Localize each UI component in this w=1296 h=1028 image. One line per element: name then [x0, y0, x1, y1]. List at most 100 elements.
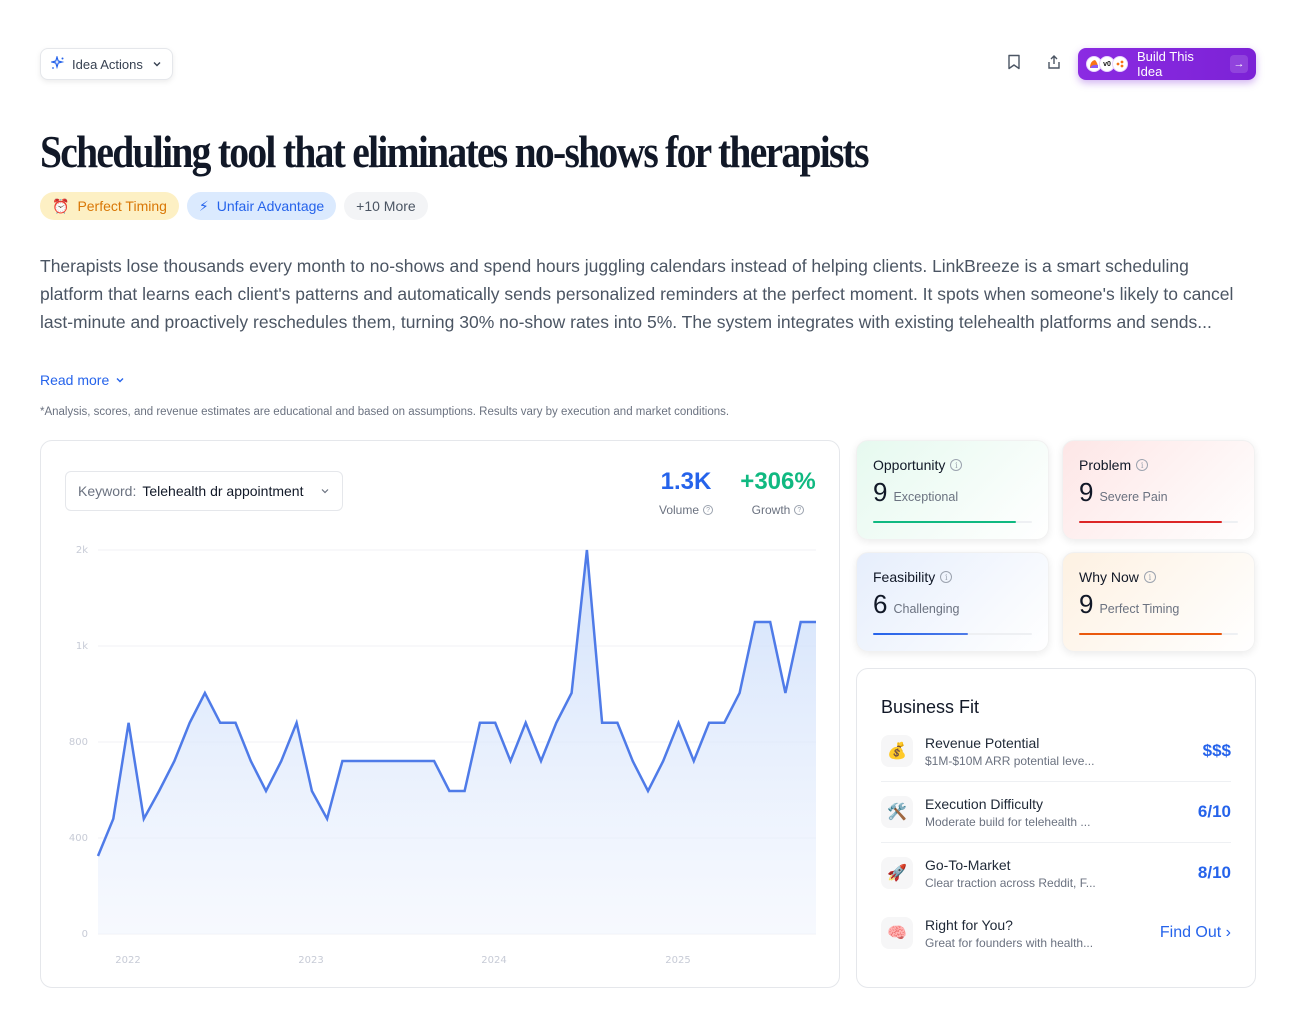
page-title: Scheduling tool that eliminates no-shows…: [40, 126, 870, 177]
score-label: Feasibility: [873, 569, 936, 585]
bookmark-button[interactable]: [1002, 52, 1026, 76]
build-label: Build This Idea: [1137, 49, 1194, 79]
score-bar: [873, 633, 1032, 635]
fit-value: 6/10: [1197, 802, 1231, 821]
score-desc: Severe Pain: [1099, 490, 1168, 504]
score-bar: [1079, 521, 1238, 523]
v0-logo-icon: v0: [1099, 56, 1115, 72]
y-axis-tick: 1k: [76, 641, 88, 652]
bookmark-icon: [1007, 54, 1021, 75]
keyword-select[interactable]: Keyword: Telehealth dr appointment: [65, 471, 343, 511]
x-axis-tick: 2022: [115, 955, 140, 966]
fit-value: $$$: [1202, 741, 1231, 760]
idea-description: Therapists lose thousands every month to…: [40, 256, 1234, 332]
idea-actions-label: Idea Actions: [72, 56, 143, 72]
fit-row-revenue-potential[interactable]: 💰 Revenue Potential $1M-$10M ARR potentia…: [881, 726, 1231, 776]
tag-label: Perfect Timing: [77, 198, 167, 214]
score-value: 9: [1079, 589, 1094, 619]
x-axis-tick: 2025: [665, 955, 690, 966]
fit-name: Execution Difficulty: [925, 795, 1044, 812]
score-desc: Exceptional: [893, 490, 959, 504]
info-icon[interactable]: i: [950, 459, 963, 471]
fit-value: 8/10: [1197, 863, 1231, 882]
fit-row-go-to-market[interactable]: 🚀 Go-To-Market Clear traction across Redd…: [881, 848, 1231, 898]
chevron-down-icon: [320, 483, 330, 499]
y-axis-tick: 800: [69, 737, 88, 748]
score-card-opportunity[interactable]: Opportunity i 9 Exceptional: [856, 440, 1049, 540]
tag-label: +10 More: [356, 198, 416, 214]
score-value: 9: [1079, 477, 1094, 507]
tag-label: Unfair Advantage: [216, 198, 325, 214]
tag-more-button[interactable]: +10 More: [344, 192, 428, 220]
lightning-icon: ⚡: [198, 197, 209, 214]
trend-chart-card: Keyword: Telehealth dr appointment 1.3K …: [40, 440, 840, 988]
arrow-right-icon: →: [1230, 55, 1248, 73]
score-desc: Challenging: [893, 602, 960, 616]
business-fit-card: Business Fit 💰 Revenue Potential $1M-$10M…: [856, 668, 1256, 988]
info-icon[interactable]: i: [940, 571, 953, 583]
fit-sub: Clear traction across Reddit, F...: [925, 875, 1096, 890]
fit-sub: Great for founders with health...: [925, 935, 1094, 950]
fit-row-execution-difficulty[interactable]: 🛠️ Execution Difficulty Moderate build fo…: [881, 787, 1231, 837]
keyword-label: Keyword:: [78, 483, 137, 499]
build-this-idea-button[interactable]: v0 Build This Idea →: [1078, 48, 1256, 80]
score-value: 9: [873, 477, 888, 507]
score-value: 6: [873, 589, 888, 619]
y-axis-tick: 400: [69, 833, 88, 844]
help-icon[interactable]: ?: [794, 505, 805, 515]
fit-sub: Moderate build for telehealth ...: [925, 814, 1091, 829]
x-axis-tick: 2024: [481, 955, 506, 966]
fit-name: Revenue Potential: [925, 734, 1040, 751]
score-card-why-now[interactable]: Why Now i 9 Perfect Timing: [1062, 552, 1255, 652]
read-more-link[interactable]: Read more: [40, 372, 125, 388]
tag-perfect-timing[interactable]: ⏰ Perfect Timing: [40, 192, 179, 220]
growth-label: Growth: [751, 503, 791, 517]
keyword-value: Telehealth dr appointment: [142, 483, 304, 499]
score-card-problem[interactable]: Problem i 9 Severe Pain: [1062, 440, 1255, 540]
alarm-clock-icon: ⏰: [52, 197, 70, 214]
read-more-label: Read more: [40, 372, 110, 388]
help-icon[interactable]: ?: [703, 505, 714, 515]
rocket-icon: 🚀: [881, 857, 913, 889]
find-out-link[interactable]: Find Out ›: [1159, 924, 1231, 941]
brain-icon: 🧠: [881, 917, 913, 949]
fit-name: Go-To-Market: [925, 856, 1011, 873]
disclaimer: *Analysis, scores, and revenue estimates…: [40, 406, 730, 418]
fit-name: Right for You?: [925, 916, 1013, 933]
chevron-down-icon: [152, 57, 162, 72]
y-axis-tick: 2k: [76, 545, 88, 556]
score-label: Opportunity: [873, 457, 946, 473]
share-icon: [1046, 54, 1062, 75]
score-label: Why Now: [1079, 569, 1139, 585]
growth-value: +306%: [740, 468, 816, 495]
idea-actions-dropdown[interactable]: Idea Actions: [40, 48, 173, 80]
volume-value: 1.3K: [660, 468, 712, 495]
fit-sub: $1M-$10M ARR potential leve...: [925, 753, 1095, 768]
fit-row-right-for-you[interactable]: 🧠 Right for You? Great for founders with …: [881, 908, 1231, 958]
volume-label: Volume: [658, 503, 700, 517]
x-axis-tick: 2023: [298, 955, 323, 966]
score-desc: Perfect Timing: [1099, 602, 1180, 616]
tag-unfair-advantage[interactable]: ⚡ Unfair Advantage: [186, 192, 337, 220]
business-fit-title: Business Fit: [881, 697, 980, 717]
chevron-down-icon: [115, 372, 125, 388]
score-bar: [1079, 633, 1238, 635]
money-bag-icon: 💰: [881, 735, 913, 767]
score-bar: [873, 521, 1032, 523]
tag-list: ⏰ Perfect Timing ⚡ Unfair Advantage +10 …: [40, 192, 428, 220]
y-axis-tick: 0: [82, 929, 88, 940]
score-card-feasibility[interactable]: Feasibility i 6 Challenging: [856, 552, 1049, 652]
info-icon[interactable]: i: [1143, 571, 1156, 583]
info-icon[interactable]: i: [1136, 459, 1149, 471]
toolbar: Idea Actions v0 Build This Idea →: [40, 48, 1256, 80]
volume-stat: 1.3K Volume?: [649, 467, 723, 517]
search-volume-chart[interactable]: 0 400 800 1k 2k 2022 2023 2024 2025: [41, 441, 841, 989]
sparkles-icon: [49, 54, 65, 73]
builder-logo-icon: [1112, 56, 1128, 72]
divider: [881, 842, 1231, 843]
share-button[interactable]: [1042, 52, 1066, 76]
score-label: Problem: [1079, 457, 1132, 473]
tools-icon: 🛠️: [881, 796, 913, 828]
divider: [881, 781, 1231, 782]
growth-stat: +306% Growth?: [735, 467, 821, 517]
